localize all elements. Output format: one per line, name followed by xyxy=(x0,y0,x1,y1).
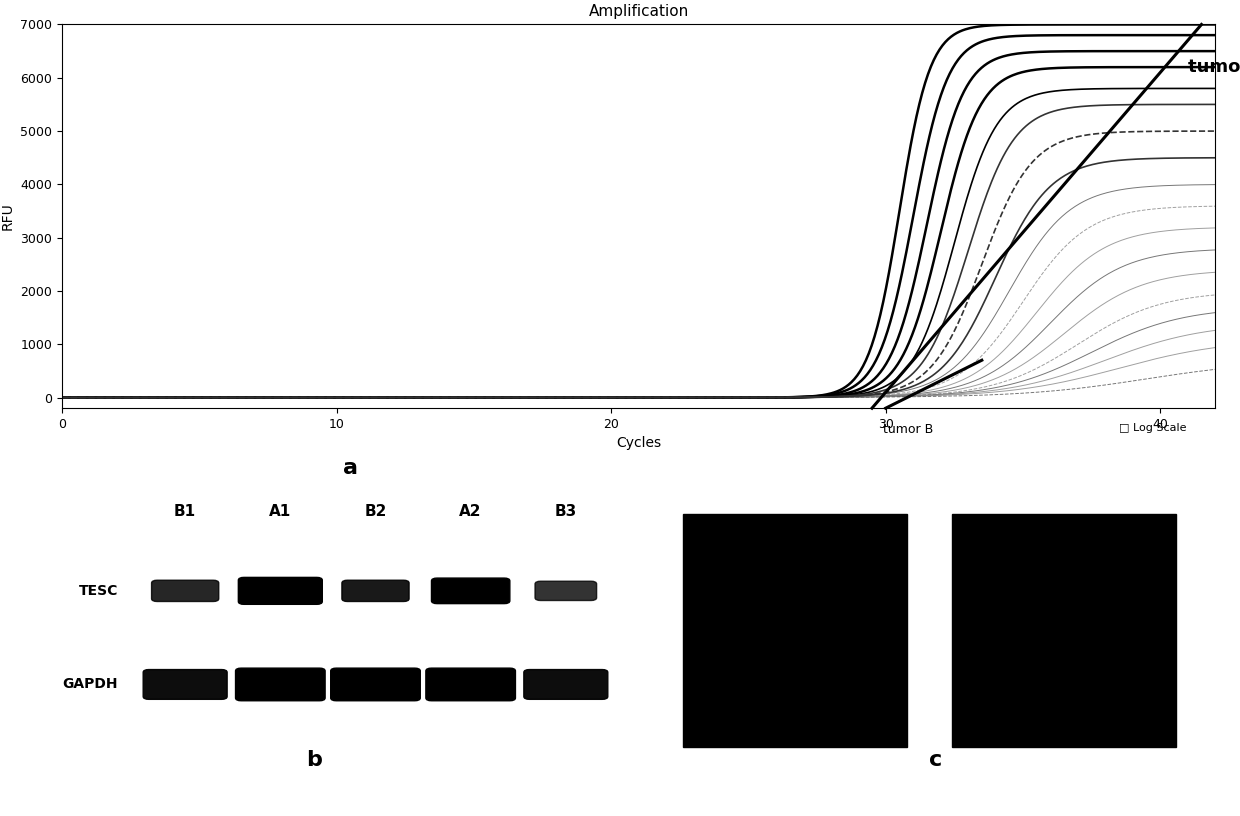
Text: A2: A2 xyxy=(459,504,482,519)
Text: b: b xyxy=(306,750,322,769)
Text: A1: A1 xyxy=(269,504,291,519)
FancyBboxPatch shape xyxy=(683,514,908,747)
FancyBboxPatch shape xyxy=(952,514,1176,747)
FancyBboxPatch shape xyxy=(523,670,608,699)
FancyBboxPatch shape xyxy=(151,580,218,601)
Text: □ Log Scale: □ Log Scale xyxy=(1118,424,1187,433)
Text: tumor B: tumor B xyxy=(883,424,932,436)
Text: TESC: TESC xyxy=(78,584,118,598)
FancyBboxPatch shape xyxy=(534,581,596,601)
FancyBboxPatch shape xyxy=(236,668,325,701)
FancyBboxPatch shape xyxy=(432,578,510,604)
X-axis label: Cycles: Cycles xyxy=(616,437,661,450)
Title: Amplification: Amplification xyxy=(589,4,688,19)
Text: GAPDH: GAPDH xyxy=(62,677,118,691)
FancyBboxPatch shape xyxy=(331,668,420,701)
Y-axis label: RFU: RFU xyxy=(1,202,15,230)
FancyBboxPatch shape xyxy=(238,578,322,605)
Text: tumor A: tumor A xyxy=(1188,58,1240,76)
Text: a: a xyxy=(342,458,358,478)
Text: B3: B3 xyxy=(554,504,577,519)
Text: c: c xyxy=(929,750,942,769)
Text: B2: B2 xyxy=(365,504,387,519)
FancyBboxPatch shape xyxy=(342,580,409,601)
Text: B1: B1 xyxy=(174,504,196,519)
FancyBboxPatch shape xyxy=(143,670,227,699)
FancyBboxPatch shape xyxy=(425,668,516,701)
